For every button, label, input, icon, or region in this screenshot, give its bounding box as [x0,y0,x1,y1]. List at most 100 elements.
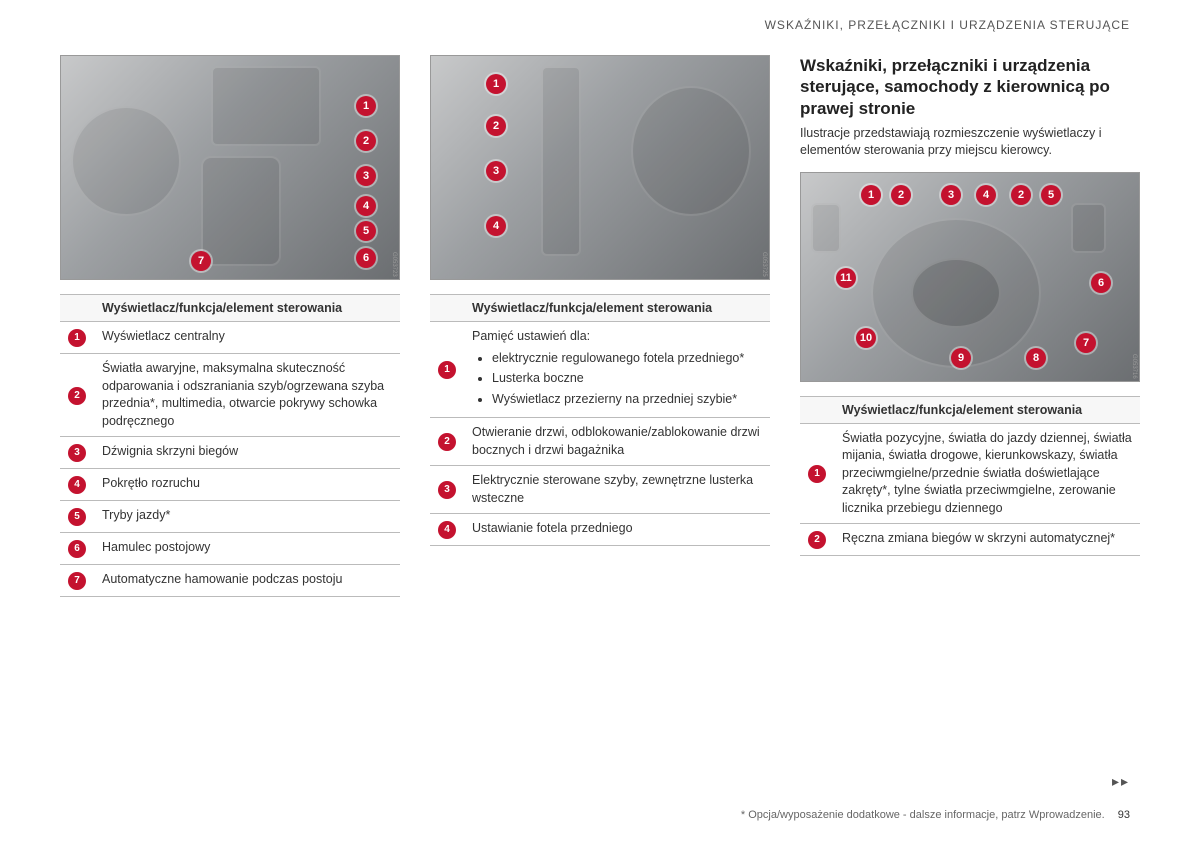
figure-door-panel: 1 2 3 4 G053725 [430,55,770,280]
table-row: 4 Ustawianie fotela przedniego [430,514,770,546]
number-badge: 4 [68,476,86,494]
table-dashboard-rhd: Wyświetlacz/funkcja/element sterowania 1… [800,396,1140,557]
number-badge: 1 [68,329,86,347]
row-number-cell: 1 [800,423,834,524]
table-row: 2 Otwieranie drzwi, odblokowanie/zablokow… [430,418,770,466]
callout-badge: 3 [486,161,506,181]
table-header: Wyświetlacz/funkcja/element sterowania [834,396,1140,423]
row-number-cell: 3 [430,466,464,514]
number-badge: 2 [808,531,826,549]
section-description: Ilustracje przedstawiają rozmieszczenie … [800,125,1140,160]
column-3: Wskaźniki, przełączniki i urządzenia ste… [800,55,1140,597]
bullet-item: elektrycznie regulowanego fotela przedni… [492,350,762,368]
table-door-panel: Wyświetlacz/funkcja/element sterowania 1… [430,294,770,546]
number-badge: 6 [68,540,86,558]
page-number: 93 [1118,809,1130,821]
row-text-cell: Hamulec postojowy [94,533,400,565]
row-text-cell: Światła pozycyjne, światła do jazdy dzie… [834,423,1140,524]
column-1: 1 2 3 4 5 6 7 G053723 Wyświetlacz/funkcja/elem… [60,55,400,597]
row-text-cell: Ręczna zmiana biegów w skrzyni automatyc… [834,524,1140,556]
table-row: 3 Dźwignia skrzyni biegów [60,437,400,469]
callout-badge: 5 [1041,185,1061,205]
bullet-item: Wyświetlacz przezierny na przedniej szyb… [492,391,762,409]
continuation-indicator: ▸▸ [1112,773,1130,790]
table-center-console: Wyświetlacz/funkcja/element sterowania 1… [60,294,400,597]
number-badge: 5 [68,508,86,526]
row-text-cell: Otwieranie drzwi, odblokowanie/zablokowa… [464,418,770,466]
row-text-cell: Wyświetlacz centralny [94,322,400,354]
table-row: 1 Wyświetlacz centralny [60,322,400,354]
footnote: * Opcja/wyposażenie dodatkowe - dalsze i… [741,809,1105,821]
callout-badge: 4 [976,185,996,205]
number-badge: 3 [68,444,86,462]
number-badge: 4 [438,521,456,539]
row-number-cell: 6 [60,533,94,565]
callout-badge: 4 [356,196,376,216]
callout-badge: 6 [356,248,376,268]
callout-badge: 6 [1091,273,1111,293]
table-row: 3 Elektrycznie sterowane szyby, zewnętrzn… [430,466,770,514]
image-id: G053716 [1131,354,1137,379]
callout-badge: 10 [856,328,876,348]
callout-badge: 2 [356,131,376,151]
callout-badge: 8 [1026,348,1046,368]
callout-badge: 1 [356,96,376,116]
page-section-header: WSKAŹNIKI, PRZEŁĄCZNIKI I URZĄDZENIA STE… [765,18,1130,32]
row-number-cell: 2 [60,354,94,437]
row-text-cell: Światła awaryjne, maksymalna skuteczność… [94,354,400,437]
image-id: G053723 [391,252,397,277]
row-number-cell: 1 [60,322,94,354]
number-badge: 7 [68,572,86,590]
row-number-cell: 2 [800,524,834,556]
number-badge: 2 [438,433,456,451]
column-2: 1 2 3 4 G053725 Wyświetlacz/funkcja/element… [430,55,770,597]
figure-center-console: 1234567 G053723 [60,55,400,280]
row-text-cell: Ustawianie fotela przedniego [464,514,770,546]
table-numcol-header [800,396,834,423]
number-badge: 1 [808,465,826,483]
table-row: 2 Światła awaryjne, maksymalna skutecznoś… [60,354,400,437]
image-id: G053725 [761,252,767,277]
callout-badge: 2 [1011,185,1031,205]
number-badge: 1 [438,361,456,379]
row-text-cell: Tryby jazdy* [94,501,400,533]
table-header: Wyświetlacz/funkcja/element sterowania [464,295,770,322]
row-number-cell: 7 [60,565,94,597]
table-numcol-header [430,295,464,322]
table-row: 4 Pokrętło rozruchu [60,469,400,501]
table-header: Wyświetlacz/funkcja/element sterowania [94,295,400,322]
row-number-cell: 4 [430,514,464,546]
number-badge: 2 [68,387,86,405]
row-number-cell: 1 [430,322,464,418]
table-row: 6 Hamulec postojowy [60,533,400,565]
callout-badge: 2 [891,185,911,205]
row-text-cell: Elektrycznie sterowane szyby, zewnętrzne… [464,466,770,514]
section-title: Wskaźniki, przełączniki i urządzenia ste… [800,55,1140,119]
bullet-list: elektrycznie regulowanego fotela przedni… [472,350,762,409]
number-badge: 3 [438,481,456,499]
table-row: 1 Pamięć ustawień dla:elektrycznie regulo… [430,322,770,418]
callout-badge: 4 [486,216,506,236]
page-footer: * Opcja/wyposażenie dodatkowe - dalsze i… [741,809,1130,821]
row-text-cell: Pokrętło rozruchu [94,469,400,501]
callout-badge: 3 [941,185,961,205]
table-row: 7 Automatyczne hamowanie podczas postoju [60,565,400,597]
table-row: 5 Tryby jazdy* [60,501,400,533]
callout-badge: 11 [836,268,856,288]
callout-badge: 5 [356,221,376,241]
table-row: 2 Ręczna zmiana biegów w skrzyni automaty… [800,524,1140,556]
row-text-cell: Dźwignia skrzyni biegów [94,437,400,469]
callout-badge: 7 [1076,333,1096,353]
callout-badge: 7 [191,251,211,271]
row-number-cell: 5 [60,501,94,533]
callout-badge: 2 [486,116,506,136]
row-number-cell: 2 [430,418,464,466]
table-row: 1 Światła pozycyjne, światła do jazdy dzi… [800,423,1140,524]
content-columns: 1234567 G053723 Wyświetlacz/funkcja/elem… [60,55,1140,597]
row-number-cell: 3 [60,437,94,469]
bullet-item: Lusterka boczne [492,370,762,388]
row-text-cell: Pamięć ustawień dla:elektrycznie regulow… [464,322,770,418]
callout-badge: 9 [951,348,971,368]
row-text-cell: Automatyczne hamowanie podczas postoju [94,565,400,597]
callout-badge: 1 [486,74,506,94]
